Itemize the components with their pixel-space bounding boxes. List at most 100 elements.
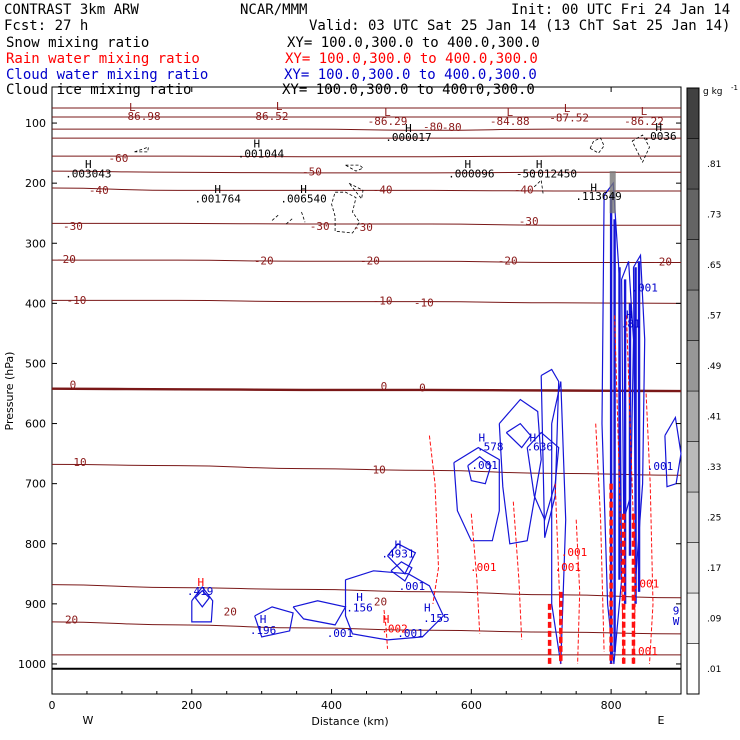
ice-contour bbox=[631, 134, 650, 164]
contour-label: -20 bbox=[360, 254, 380, 267]
temperature-contour bbox=[51, 170, 681, 174]
y-tick-label: 700 bbox=[25, 478, 46, 491]
y-tick-label: 800 bbox=[25, 538, 46, 551]
contour-label: -30 bbox=[353, 221, 373, 234]
temperature-contour bbox=[51, 187, 681, 192]
y-tick-label: 600 bbox=[25, 418, 46, 431]
cloud-water-contour bbox=[551, 381, 567, 665]
colorbar-tick-label: .33 bbox=[707, 463, 721, 473]
model-title: CONTRAST 3km ARW bbox=[4, 2, 139, 18]
contour-label: H bbox=[655, 121, 662, 134]
contour-label: .001 bbox=[631, 645, 658, 658]
field-rain-xy: XY= 100.0,300.0 to 400.0,300.0 bbox=[285, 51, 538, 67]
contour-label: -20 bbox=[56, 253, 76, 266]
contour-label: -50 bbox=[516, 168, 536, 181]
y-tick-label: 900 bbox=[25, 598, 46, 611]
temperature-contour bbox=[51, 259, 681, 264]
contour-label: .001 bbox=[631, 281, 658, 294]
field-rain-name: Rain water mixing ratio bbox=[6, 51, 200, 67]
contour-label: .000096 bbox=[448, 168, 494, 181]
contour-label: .012450 bbox=[531, 168, 577, 181]
colorbar-tick-label: .73 bbox=[707, 210, 721, 220]
colorbar-segment bbox=[686, 592, 700, 644]
init-time: Init: 00 UTC Fri 24 Jan 14 bbox=[511, 2, 730, 18]
colorbar-frame bbox=[686, 87, 700, 695]
colorbar-segment bbox=[686, 340, 700, 392]
contour-label: H bbox=[300, 183, 307, 196]
contour-label: H bbox=[383, 613, 390, 626]
cloud-water-contour bbox=[191, 586, 214, 623]
contour-label: .001764 bbox=[194, 192, 241, 205]
colorbar-segment bbox=[686, 188, 700, 240]
contour-label: .0036 bbox=[643, 130, 676, 143]
contour-label: -10 bbox=[414, 296, 434, 309]
x-tick-label: 200 bbox=[181, 699, 202, 712]
colorbar-segment bbox=[686, 138, 700, 190]
cloud-water-contour bbox=[505, 422, 532, 449]
ice-contour bbox=[589, 137, 605, 154]
contour-label: 10 bbox=[73, 456, 86, 469]
contour-label: .001 bbox=[647, 460, 674, 473]
ice-contour bbox=[285, 217, 294, 225]
temperature-contour bbox=[51, 584, 682, 599]
contour-label: 0 bbox=[381, 380, 388, 393]
colorbar-tick-label: .49 bbox=[707, 362, 722, 372]
contour-label: -50 bbox=[302, 165, 322, 178]
temperature-contour bbox=[51, 222, 681, 226]
y-tick-label: 400 bbox=[25, 297, 46, 310]
plot-area: L-86.98L-86.52 L-86.29L-84.88L-87.52 L-86.… bbox=[18, 86, 682, 712]
colorbar-tick-label: .65 bbox=[707, 261, 721, 271]
y-axis-title: Pressure (hPa) bbox=[3, 352, 16, 431]
temperature-contour bbox=[51, 621, 682, 635]
contour-label: 0 bbox=[419, 382, 426, 395]
contour-label: .001 bbox=[555, 561, 582, 574]
valid-time: Valid: 03 UTC Sat 25 Jan 14 (13 ChT Sat … bbox=[309, 18, 730, 34]
colorbar-segment bbox=[686, 441, 700, 493]
cloud-water-contour bbox=[390, 561, 413, 582]
contour-label: H bbox=[405, 122, 412, 135]
cloud-water-contour bbox=[194, 589, 211, 608]
rain-contour bbox=[645, 393, 654, 665]
contour-label: 20 bbox=[224, 605, 237, 618]
cloud-water-contour bbox=[498, 398, 542, 545]
contour-label: -80 bbox=[442, 121, 462, 134]
field-cloudice-name: Cloud ice mixing ratio bbox=[6, 82, 191, 98]
colorbar-tick-label: .41 bbox=[707, 412, 721, 422]
contour-label: .001 bbox=[327, 627, 354, 640]
x-tick-label: 600 bbox=[461, 699, 482, 712]
colorbar-segment bbox=[686, 542, 700, 594]
contour-label: -20 bbox=[254, 254, 274, 267]
rain-contour bbox=[595, 423, 605, 652]
colorbar-segment bbox=[686, 87, 700, 139]
cloud-water-contour bbox=[387, 543, 417, 575]
contour-label: .419 bbox=[187, 585, 214, 598]
colorbar-tick-label: .01 bbox=[707, 665, 721, 675]
cloud-water-contour bbox=[453, 446, 500, 542]
contour-label: H bbox=[395, 539, 402, 552]
contour-label: -86.22 bbox=[624, 115, 664, 128]
contour-label: L bbox=[506, 106, 513, 119]
temperature-contour bbox=[51, 387, 682, 393]
contour-label: -86.52 bbox=[249, 110, 289, 123]
contour-label: 20 bbox=[374, 596, 387, 609]
contour-label: -30 bbox=[519, 215, 539, 228]
x-tick-label: 0 bbox=[49, 699, 56, 712]
east-label: E bbox=[658, 714, 665, 727]
field-cloudice-xy: XY= 100.0,300.0 to 400.0,300.0 bbox=[282, 82, 535, 98]
cloud-water-contour bbox=[664, 415, 682, 488]
contour-label: 20 bbox=[65, 614, 78, 627]
contour-label: L bbox=[564, 102, 571, 115]
temperature-contour bbox=[51, 463, 682, 476]
contour-label: H bbox=[85, 158, 92, 171]
contour-label: .636 bbox=[527, 441, 554, 454]
contour-label: H bbox=[424, 602, 431, 615]
contour-label: .000017 bbox=[385, 131, 431, 144]
x-tick-label: 400 bbox=[321, 699, 342, 712]
y-tick-label: 500 bbox=[25, 357, 46, 370]
snow-shading bbox=[609, 171, 616, 214]
contour-label: -30 bbox=[63, 220, 83, 233]
cloud-water-contour bbox=[292, 600, 347, 626]
contour-label: H bbox=[253, 138, 260, 151]
contour-label: .4931 bbox=[381, 548, 414, 561]
